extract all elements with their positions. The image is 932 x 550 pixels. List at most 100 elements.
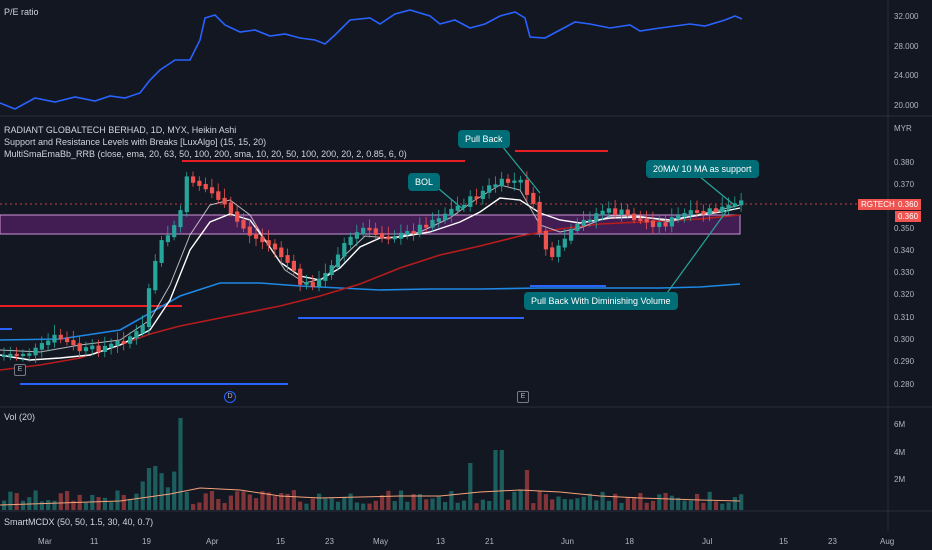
candle-body bbox=[115, 340, 120, 346]
volume-bar bbox=[417, 494, 422, 510]
volume-bar bbox=[676, 497, 681, 510]
candle-body bbox=[392, 236, 397, 240]
volume-bar bbox=[65, 491, 70, 510]
candle-body bbox=[594, 213, 599, 222]
candle-body bbox=[506, 178, 511, 183]
candle-body bbox=[663, 222, 668, 227]
volume-bar bbox=[575, 498, 580, 510]
volume-bar bbox=[279, 493, 284, 510]
volume-bar bbox=[474, 503, 479, 510]
candle-body bbox=[455, 205, 460, 211]
candle-body bbox=[298, 268, 303, 285]
candle-body bbox=[39, 343, 44, 350]
volume-bar bbox=[424, 499, 429, 510]
volume-bar bbox=[310, 498, 315, 510]
candle-body bbox=[726, 204, 731, 209]
price-tick: 0.330 bbox=[894, 268, 915, 277]
candle-body bbox=[203, 183, 208, 190]
volume-bar bbox=[291, 490, 296, 510]
time-tick: 23 bbox=[828, 537, 837, 546]
currency-label[interactable]: MYR bbox=[894, 124, 912, 133]
time-tick: 18 bbox=[625, 537, 634, 546]
volume-bar bbox=[594, 500, 599, 510]
candle-body bbox=[58, 334, 63, 340]
price-tick: 0.300 bbox=[894, 335, 915, 344]
volume-bar bbox=[638, 492, 643, 510]
volume-bar bbox=[348, 493, 353, 510]
volume-bar bbox=[720, 503, 725, 510]
dividend-marker[interactable]: D bbox=[224, 391, 236, 403]
candle-body bbox=[417, 224, 422, 234]
indicator-label-multisma[interactable]: MultiSmaEmaBb_RRB (close, ema, 20, 63, 5… bbox=[4, 149, 407, 159]
candle-body bbox=[449, 208, 454, 216]
support-annotation[interactable]: 20MA/ 10 MA as support bbox=[646, 160, 759, 178]
diminishing-arrow bbox=[666, 208, 729, 294]
candle-body bbox=[468, 196, 473, 207]
volume-bar bbox=[480, 499, 485, 510]
volume-bar bbox=[20, 500, 26, 510]
volume-axis[interactable]: 6M 4M 2M bbox=[888, 407, 932, 511]
volume-bar bbox=[657, 494, 662, 510]
volume-bar bbox=[669, 495, 674, 510]
candle-body bbox=[569, 229, 574, 241]
volume-bar bbox=[235, 491, 240, 510]
time-tick: Jul bbox=[702, 537, 713, 546]
diminishing-volume-annotation[interactable]: Pull Back With Diminishing Volume bbox=[524, 292, 678, 310]
candle-body bbox=[109, 343, 114, 348]
candle-body bbox=[436, 218, 441, 222]
earnings-marker[interactable]: E bbox=[517, 391, 529, 403]
bol-annotation[interactable]: BOL bbox=[408, 173, 441, 191]
candle-body bbox=[172, 225, 177, 238]
candle-body bbox=[625, 209, 630, 216]
candle-body bbox=[165, 235, 170, 243]
volume-panel-title[interactable]: Vol (20) bbox=[4, 412, 36, 422]
candle-body bbox=[474, 196, 479, 199]
pull-back-annotation[interactable]: Pull Back bbox=[458, 130, 510, 148]
candle-body bbox=[342, 243, 347, 257]
volume-bar bbox=[430, 498, 435, 510]
volume-bar bbox=[436, 496, 441, 510]
volume-bar bbox=[33, 490, 38, 510]
pe-axis[interactable]: 32.000 28.000 24.000 20.000 bbox=[888, 0, 932, 116]
pe-ratio-line bbox=[0, 9, 743, 110]
price-tick: 0.370 bbox=[894, 180, 915, 189]
candle-body bbox=[146, 288, 152, 328]
earnings-marker[interactable]: E bbox=[14, 364, 26, 376]
main-panel-title: RADIANT GLOBALTECH BERHAD, 1D, MYX, Heik… bbox=[4, 125, 237, 135]
candle-body bbox=[398, 232, 404, 239]
candle-body bbox=[14, 353, 19, 357]
volume-bar bbox=[537, 490, 542, 510]
candle-body bbox=[632, 213, 637, 221]
time-tick: 13 bbox=[436, 537, 445, 546]
candle-body bbox=[638, 218, 643, 221]
candle-body bbox=[8, 353, 13, 357]
volume-bar bbox=[550, 499, 555, 510]
candle-body bbox=[96, 345, 101, 352]
volume-bar bbox=[209, 490, 215, 510]
price-axis[interactable]: MYR 0.380 0.370 0.350 0.340 0.330 0.320 … bbox=[888, 116, 932, 407]
volume-bar bbox=[606, 500, 611, 510]
smartmcdx-panel-title[interactable]: SmartMCDX (50, 50, 1.5, 30, 40, 0.7) bbox=[4, 517, 154, 527]
price-tick: 0.350 bbox=[894, 224, 915, 233]
volume-bar bbox=[392, 501, 397, 510]
time-tick: Jun bbox=[561, 537, 574, 546]
price-tick: 0.280 bbox=[894, 380, 915, 389]
candle-body bbox=[304, 282, 309, 285]
volume-bar bbox=[216, 498, 221, 510]
candle-body bbox=[606, 208, 611, 213]
time-tick: 19 bbox=[142, 537, 151, 546]
volume-bar bbox=[695, 493, 700, 510]
indicator-label-luxalgo[interactable]: Support and Resistance Levels with Break… bbox=[4, 137, 267, 147]
candle-body bbox=[216, 191, 221, 200]
candle-body bbox=[575, 223, 580, 232]
candle-body bbox=[524, 179, 530, 195]
volume-bar bbox=[367, 503, 372, 510]
time-tick: 21 bbox=[485, 537, 494, 546]
volume-bar bbox=[732, 497, 737, 510]
candle-body bbox=[720, 206, 725, 213]
candle-body bbox=[310, 282, 315, 288]
candle-body bbox=[52, 334, 57, 343]
candle-body bbox=[424, 224, 429, 228]
volume-bar bbox=[739, 494, 744, 510]
